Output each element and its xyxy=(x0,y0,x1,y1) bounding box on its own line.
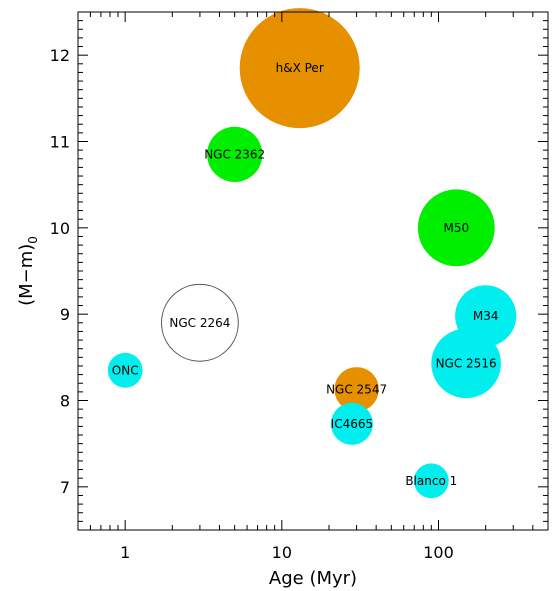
cluster-point-8 xyxy=(330,402,373,445)
cluster-point-7 xyxy=(334,367,379,412)
cluster-point-3 xyxy=(161,283,239,362)
cluster-point-0 xyxy=(239,8,360,129)
cluster-label-8: IC4665 xyxy=(331,417,373,431)
cluster-point-5 xyxy=(431,328,501,399)
svg-text:(M−m)0: (M−m)0 xyxy=(16,236,40,306)
x-tick-label: 10 xyxy=(272,543,292,562)
y-tick-label: 9 xyxy=(60,305,70,324)
y-tick-label: 8 xyxy=(60,392,70,411)
cluster-point-9 xyxy=(413,463,449,499)
cluster-label-6: ONC xyxy=(112,363,139,377)
cluster-point-1 xyxy=(207,126,263,182)
cluster-label-0: h&X Per xyxy=(276,61,324,75)
y-tick-label: 7 xyxy=(60,478,70,497)
cluster-point-2 xyxy=(417,189,495,267)
y-axis-label-main: (M−m) xyxy=(16,244,37,306)
x-tick-label: 1 xyxy=(120,543,130,562)
cluster-label-2: M50 xyxy=(443,221,469,235)
cluster-point-6 xyxy=(107,352,143,388)
x-axis-label: Age (Myr) xyxy=(269,568,357,589)
x-tick-label: 100 xyxy=(423,543,454,562)
cluster-label-4: M34 xyxy=(473,309,499,323)
cluster-label-9: Blanco 1 xyxy=(405,474,457,488)
y-tick-label: 12 xyxy=(50,46,70,65)
cluster-label-5: NGC 2516 xyxy=(436,356,497,370)
cluster-label-7: NGC 2547 xyxy=(326,382,387,396)
y-axis-label-subscript: 0 xyxy=(26,236,40,244)
y-tick-label: 11 xyxy=(50,133,70,152)
y-axis-label: (M−m)0 xyxy=(16,236,40,306)
cluster-label-3: NGC 2264 xyxy=(169,316,230,330)
y-tick-label: 10 xyxy=(50,219,70,238)
cluster-label-1: NGC 2362 xyxy=(204,147,265,161)
